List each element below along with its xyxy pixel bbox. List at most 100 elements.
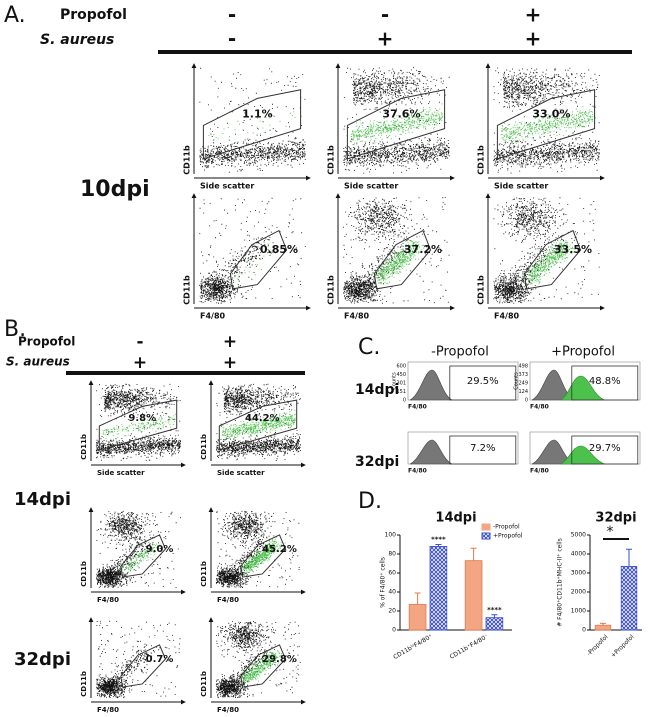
x-axis-label: Side scatter (344, 182, 398, 191)
x-axis-label: F4/80 (530, 468, 549, 475)
x-axis-label: F4/80 (217, 596, 239, 604)
x-axis-label: Side scatter (217, 469, 265, 477)
y-axis-label: # F4/80⁺CD11b⁺MHC-II⁺ cells (557, 538, 564, 627)
event-dots-gated (239, 538, 286, 576)
timepoint-label: 14dpi (14, 489, 71, 510)
gate (240, 534, 287, 578)
y-axis-label: CD11b (327, 275, 336, 305)
gate-percent: 29.7% (589, 443, 621, 454)
x-axis-label: F4/80 (530, 404, 549, 411)
gate-percent: 29.8% (262, 654, 297, 665)
x-axis-label: Side scatter (494, 182, 548, 191)
y-tick-label: 1000 (571, 608, 586, 615)
gate (496, 89, 596, 160)
row-label: S. aureus (6, 355, 70, 369)
y-axis-label: CD11b (477, 145, 486, 175)
y-tick-label: 0 (392, 627, 396, 634)
y-tick-label: 450 (396, 372, 406, 378)
y-tick-label: 0 (525, 398, 528, 404)
condition-sign: + (525, 27, 542, 51)
y-axis-label: CD11b (80, 434, 88, 460)
histogram-gate (449, 435, 517, 465)
y-tick-label: 249 (518, 381, 528, 387)
x-axis-label: F4/80 (344, 312, 370, 321)
gate (98, 399, 178, 451)
y-tick-label: 301 (396, 381, 406, 387)
y-axis-label: CD11b (327, 145, 336, 175)
event-dots (96, 620, 181, 699)
histogram-gate (571, 435, 639, 465)
x-tick-label: -Propofol (586, 633, 610, 657)
y-tick-label: 3000 (571, 570, 586, 577)
x-axis-label: F4/80 (408, 404, 427, 411)
y-axis-label: CD11b (183, 275, 192, 305)
bar (620, 565, 638, 631)
gate-percent: 7.2% (470, 443, 495, 454)
y-tick-label: 80 (388, 551, 396, 558)
gate-percent: 0.7% (146, 654, 174, 665)
x-tick-label: +Propofol (610, 633, 636, 659)
event-dots-gated (350, 103, 444, 151)
gate-percent: 29.5% (467, 376, 499, 387)
panel-label: C. (358, 335, 380, 360)
y-tick-label: 498 (518, 364, 528, 370)
error-bar (491, 614, 498, 618)
bar (408, 603, 427, 631)
event-dots (95, 383, 181, 461)
histogram-gate (449, 365, 517, 401)
timepoint-label: 10dpi (80, 177, 150, 202)
bar (594, 624, 612, 631)
gate-percent: 33.0% (532, 108, 570, 121)
y-tick-label: 600 (396, 364, 406, 370)
event-dots (216, 383, 301, 461)
condition-sign: + (223, 332, 237, 352)
y-tick-label: 2000 (571, 589, 586, 596)
x-axis-label: F4/80 (97, 706, 119, 714)
x-axis-label: F4/80 (408, 468, 427, 475)
gate (120, 534, 167, 578)
error-bar (414, 592, 421, 605)
error-bar (600, 622, 606, 626)
event-dots (493, 67, 600, 174)
event-dots-gated (239, 650, 282, 686)
gate (120, 644, 167, 688)
gate-percent: 0.85% (260, 243, 298, 256)
gate-percent: 44.2% (245, 413, 280, 424)
panel-label: A. (4, 3, 26, 28)
legend-swatch (481, 532, 491, 540)
x-axis-label: F4/80 (97, 596, 119, 604)
x-axis-label: F4/80 (217, 706, 239, 714)
y-axis-label: CD11b (183, 145, 192, 175)
condition-sign: + (525, 3, 542, 27)
gate-percent: 37.6% (382, 108, 420, 121)
y-tick-label: 5000 (571, 532, 586, 539)
y-tick-label: 100 (385, 532, 397, 539)
significance: * (607, 524, 614, 540)
event-dots (215, 621, 301, 699)
gate (346, 89, 446, 160)
event-dots-gated (221, 409, 296, 443)
column-label: -Propofol (431, 345, 489, 360)
error-bar (470, 547, 477, 561)
y-tick-label: 0 (403, 398, 406, 404)
legend-label: -Propofol (493, 524, 520, 531)
bar (485, 617, 504, 631)
x-axis-label: F4/80 (494, 312, 520, 321)
x-tick-label: CD11bˡᵒF4/80⁺ (392, 633, 433, 661)
bar (464, 560, 483, 631)
y-axis-label: Counts (514, 372, 520, 390)
timepoint-label: 32dpi (355, 454, 399, 470)
y-tick-label: 20 (388, 608, 396, 615)
panel-label: D. (358, 489, 382, 514)
event-dots-gated (119, 542, 161, 575)
event-dots (493, 197, 600, 304)
y-tick-label: 40 (388, 589, 396, 596)
condition-sign: - (228, 3, 236, 27)
x-axis-label: Side scatter (97, 469, 145, 477)
y-axis-label: CD11b (80, 671, 88, 697)
y-tick-label: 0 (582, 627, 586, 634)
event-dots-gated (371, 235, 425, 285)
y-axis-label: % of F4/80⁺ cells (380, 557, 387, 608)
row-label: Propofol (60, 7, 127, 23)
